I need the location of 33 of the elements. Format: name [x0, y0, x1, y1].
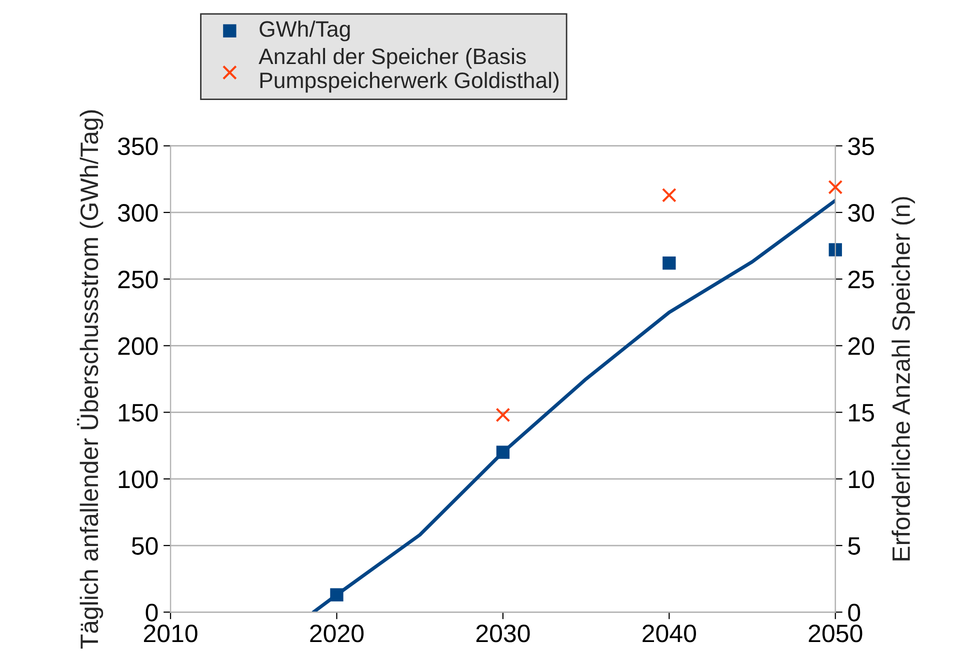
point	[496, 446, 510, 459]
y-tick-label: 0	[146, 604, 158, 622]
y2-tick-label: 20	[848, 337, 874, 355]
point	[662, 188, 676, 202]
y2-tick-label: 25	[848, 270, 874, 288]
legend-label: Anzahl der Speicher (Basis Pumpspeicherwerk Goldisthal)	[258, 48, 559, 93]
y-tick-label: 350	[118, 137, 158, 156]
x-tick-label: 2010	[144, 624, 198, 642]
y-tick-label: 200	[118, 337, 158, 355]
point	[662, 256, 676, 270]
y2-tick-label: 15	[849, 404, 874, 422]
line-series	[312, 198, 836, 612]
y2-axis-title: Erforderliche Anzahl Speicher (n)	[892, 197, 915, 560]
point	[828, 243, 842, 256]
y2-tick-label: 5	[848, 537, 860, 555]
point	[330, 588, 344, 602]
point	[828, 180, 843, 194]
y-tick-label: 100	[118, 470, 158, 488]
y2-tick-label: 35	[848, 137, 874, 156]
y-tick-label: 300	[118, 204, 158, 222]
y2-tick-label: 0	[848, 604, 860, 622]
y2-tick-label: 10	[849, 470, 874, 488]
y-tick-label: 50	[132, 537, 158, 555]
y-axis-title: Täglich anfallender Überschussstrom (GWh/Tag)	[77, 110, 104, 649]
y-tick-label: 250	[118, 270, 158, 288]
x-tick-label: 2050	[808, 624, 862, 642]
legend-label: GWh/Tag	[260, 20, 350, 42]
y-tick-label: 150	[118, 404, 158, 422]
x-tick-label: 2040	[642, 624, 696, 642]
x-tick-label: 2030	[476, 624, 530, 642]
point	[496, 408, 510, 422]
x-tick-label: 2020	[310, 624, 364, 642]
y2-tick-label: 30	[848, 204, 874, 222]
